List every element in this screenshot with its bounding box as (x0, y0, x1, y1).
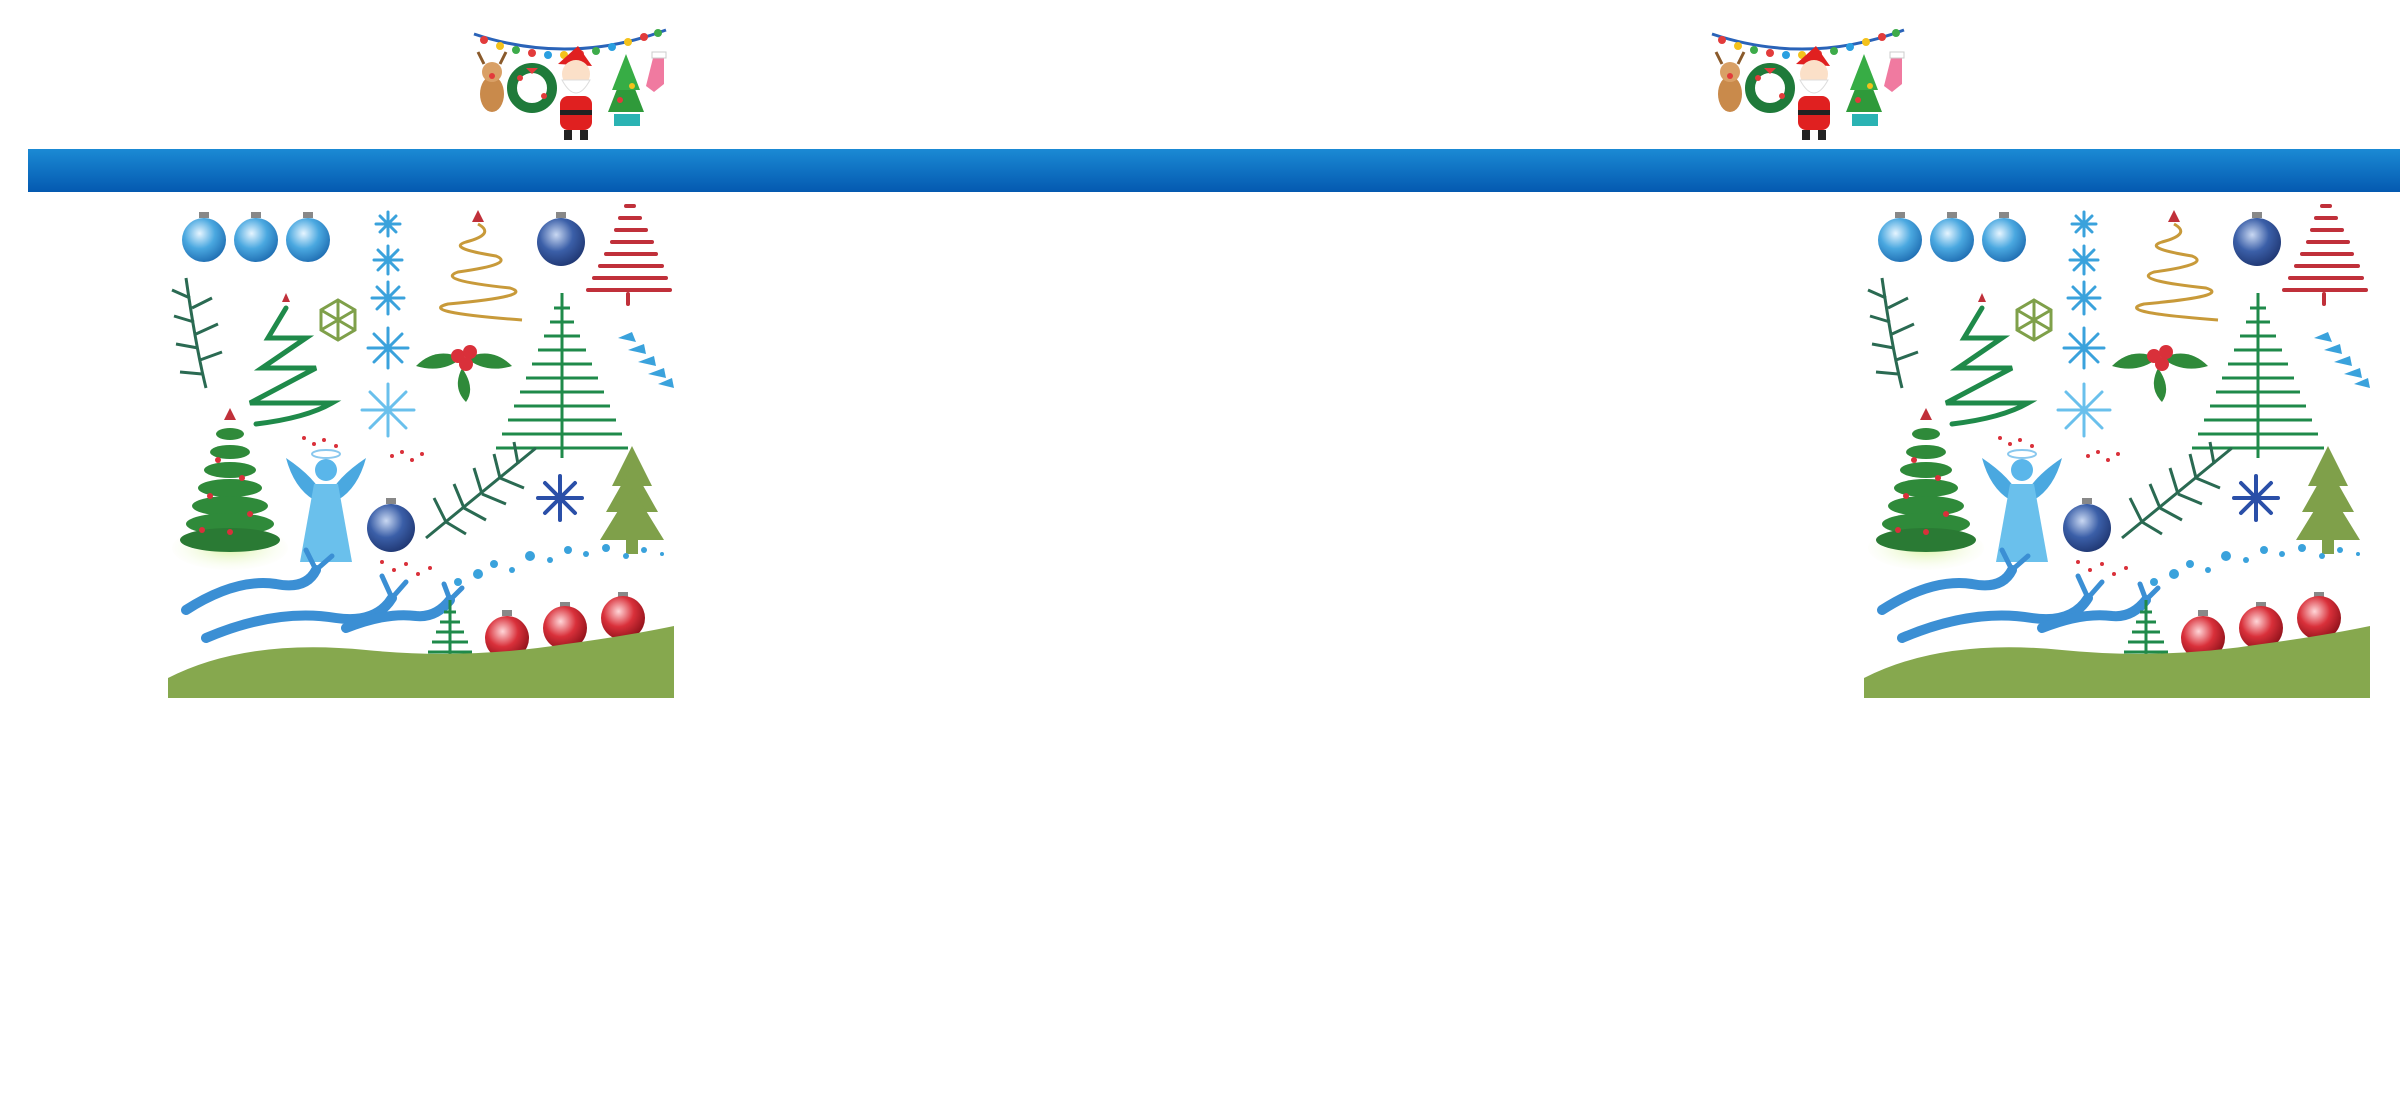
snowflake-icon (2015, 298, 2053, 342)
hill-icon (1864, 626, 2370, 698)
string-lights-icon (473, 28, 667, 140)
snowflake-icon (319, 298, 357, 342)
snowflake-icon (360, 210, 416, 438)
snowflake-icon (454, 544, 664, 586)
christmas-tree-icon (1868, 408, 1984, 570)
christmas-clipart-right (1862, 198, 2372, 698)
ornament-icon (485, 592, 645, 660)
ornament-icon (537, 212, 585, 266)
christmas-tree-icon (2192, 293, 2324, 458)
bird-icon (618, 332, 674, 388)
christmas-tree-icon (2296, 446, 2360, 554)
christmas-tree-icon (608, 54, 644, 126)
snowflake-icon (2056, 210, 2112, 438)
christmas-tree-icon (248, 293, 342, 427)
string-lights-icon (1711, 28, 1905, 140)
snowflake-icon (2150, 544, 2360, 586)
christmas-tree-icon (1944, 293, 2038, 427)
christmas-tree-icon (496, 293, 628, 458)
angel-icon (1982, 449, 2062, 562)
sparkle-trail (302, 436, 432, 576)
christmas-tree-icon (600, 446, 664, 554)
christmas-tree-icon (172, 408, 288, 570)
christmas-clipart-collage (168, 204, 674, 698)
sparkle-trail (1998, 436, 2128, 576)
ornament-icon (367, 498, 415, 552)
holly-icon (416, 345, 512, 402)
reindeer-icon (1877, 547, 2161, 643)
snowflake-icon (536, 474, 584, 522)
blue-bar-graphic (28, 149, 2400, 192)
ornament-icon (1878, 212, 2026, 262)
spiral-tree-icon (586, 204, 672, 306)
stocking-icon (646, 51, 667, 92)
ornament-icon (2233, 212, 2281, 266)
christmas-tree-icon (1846, 54, 1882, 126)
spiral-tree-icon (2282, 204, 2368, 306)
santa-icon (1796, 46, 1830, 140)
hill-icon (168, 626, 674, 698)
christmas-clipart-collage (1864, 204, 2370, 698)
pine-branch-icon (171, 277, 223, 389)
ornament-icon (182, 212, 330, 262)
pine-branch-icon (1867, 277, 1919, 389)
angel-icon (286, 449, 366, 562)
spiral-tree-icon (2135, 210, 2219, 322)
hanging-christmas-banner-right (1708, 26, 1908, 146)
ornament-icon (2063, 498, 2111, 552)
wreath-icon (1745, 63, 1795, 113)
blue-header-bar (28, 149, 2400, 192)
reindeer-icon (476, 51, 508, 112)
reindeer-icon (1714, 51, 1746, 112)
reindeer-icon (181, 547, 465, 643)
stocking-icon (1884, 51, 1905, 92)
bird-icon (2314, 332, 2370, 388)
pine-branch-icon (2121, 441, 2233, 540)
holly-icon (2112, 345, 2208, 402)
pine-branch-icon (425, 441, 537, 540)
christmas-clipart-left (166, 198, 676, 698)
spiral-tree-icon (439, 210, 523, 322)
santa-icon (558, 46, 592, 140)
wreath-icon (507, 63, 557, 113)
ornament-icon (2181, 592, 2341, 660)
hanging-christmas-banner-left (470, 26, 670, 146)
snowflake-icon (2232, 474, 2280, 522)
